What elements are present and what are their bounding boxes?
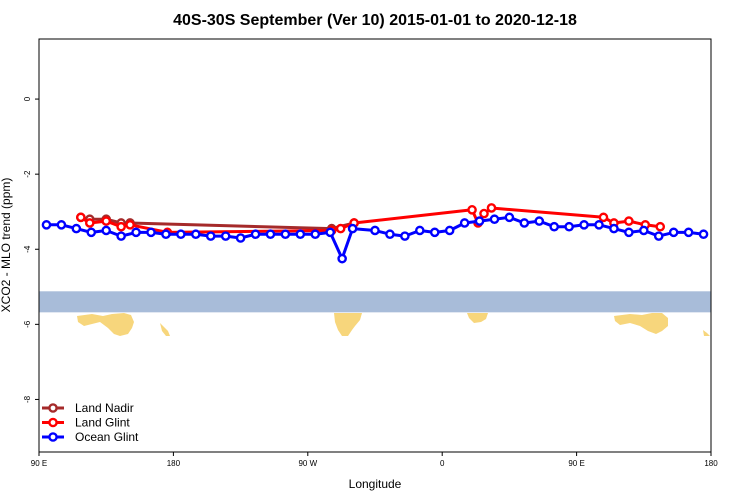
- data-point-land-glint: [116, 221, 126, 232]
- data-point-ocean-glint: [250, 229, 261, 240]
- data-point-land-glint: [76, 212, 86, 223]
- legend-label: Land Nadir: [75, 401, 134, 415]
- data-point-ocean-glint: [205, 231, 216, 241]
- data-point-ocean-glint: [220, 231, 231, 241]
- data-point-ocean-glint: [414, 225, 425, 236]
- data-point-ocean-glint: [41, 220, 52, 230]
- data-point-ocean-glint: [624, 227, 634, 238]
- data-point-ocean-glint: [579, 220, 589, 230]
- data-point-ocean-glint: [146, 227, 156, 238]
- data-point-land-glint: [101, 216, 111, 226]
- data-point-ocean-glint: [400, 231, 410, 241]
- data-point-land-glint: [486, 203, 497, 213]
- map-ocean: [39, 291, 711, 313]
- series-ocean-glint: [41, 212, 709, 264]
- map-land: [703, 330, 710, 336]
- plot-frame: [38, 38, 712, 453]
- data-point-ocean-glint: [459, 218, 470, 228]
- data-point-ocean-glint: [639, 225, 649, 236]
- x-axis-label: Longitude: [349, 477, 402, 491]
- y-tick-label: -4: [23, 245, 32, 253]
- y-axis-label: XCO2 - MLO trend (ppm): [0, 178, 13, 313]
- data-point-land-glint: [655, 221, 666, 232]
- x-tick-label: 0: [440, 459, 445, 468]
- data-point-ocean-glint: [176, 229, 186, 240]
- data-point-ocean-glint: [280, 229, 291, 240]
- map-land: [160, 323, 170, 336]
- map-land: [614, 313, 668, 334]
- legend-item-land-nadir: Land Nadir: [42, 401, 134, 415]
- data-point-ocean-glint: [131, 227, 141, 238]
- data-point-land-glint: [84, 218, 95, 228]
- data-point-land-glint: [467, 205, 477, 215]
- data-point-ocean-glint: [534, 216, 545, 226]
- data-point-ocean-glint: [235, 233, 246, 243]
- data-point-ocean-glint: [504, 212, 515, 223]
- data-point-ocean-glint: [549, 221, 560, 232]
- map-land: [334, 313, 362, 336]
- data-point-ocean-glint: [474, 216, 485, 226]
- data-point-ocean-glint: [295, 229, 306, 240]
- data-point-ocean-glint: [325, 227, 336, 238]
- data-point-ocean-glint: [653, 231, 664, 241]
- legend-swatch-marker: [48, 432, 58, 442]
- chart-title: 40S-30S September (Ver 10) 2015-01-01 to…: [173, 12, 577, 29]
- y-tick-label: -8: [23, 395, 32, 403]
- x-tick-label: 90 E: [568, 459, 584, 468]
- data-point-ocean-glint: [429, 227, 440, 238]
- y-tick-label: -2: [23, 170, 32, 178]
- x-tick-label: 90 E: [31, 459, 47, 468]
- legend-label: Land Glint: [75, 416, 130, 430]
- x-tick-label: 180: [704, 459, 718, 468]
- data-point-ocean-glint: [489, 214, 500, 225]
- data-point-ocean-glint: [698, 229, 709, 240]
- data-point-ocean-glint: [347, 223, 358, 234]
- legend-swatch-marker: [48, 403, 58, 413]
- data-point-land-glint: [125, 220, 135, 230]
- y-tick-label: -6: [23, 320, 32, 328]
- data-point-ocean-glint: [161, 229, 171, 240]
- series-layer: [41, 203, 709, 264]
- data-point-ocean-glint: [116, 231, 126, 241]
- legend-item-land-glint: Land Glint: [42, 416, 130, 430]
- data-point-ocean-glint: [71, 223, 82, 234]
- data-point-ocean-glint: [385, 229, 395, 240]
- data-point-land-glint: [479, 208, 489, 219]
- data-point-ocean-glint: [86, 227, 97, 238]
- legend-item-ocean-glint: Ocean Glint: [42, 430, 139, 444]
- data-point-ocean-glint: [337, 253, 347, 264]
- data-point-land-glint: [624, 216, 634, 226]
- data-point-ocean-glint: [668, 227, 679, 238]
- data-point-ocean-glint: [609, 223, 619, 234]
- legend-swatch-marker: [48, 417, 58, 428]
- axes: 90 E 180 90 W 0 90 E 180 0 -2 -4 -6 -8: [23, 96, 718, 468]
- data-point-ocean-glint: [101, 225, 111, 236]
- world-map-strip: [39, 291, 711, 336]
- map-land: [467, 313, 488, 323]
- data-point-ocean-glint: [265, 229, 276, 240]
- data-point-ocean-glint: [56, 220, 67, 230]
- data-point-ocean-glint: [683, 227, 694, 238]
- data-point-ocean-glint: [519, 218, 530, 228]
- data-point-land-glint: [335, 223, 346, 234]
- series-land-glint: [76, 203, 666, 238]
- data-point-ocean-glint: [370, 225, 380, 236]
- data-point-ocean-glint: [444, 225, 455, 236]
- x-tick-label: 90 W: [298, 459, 317, 468]
- x-tick-label: 180: [167, 459, 181, 468]
- data-point-ocean-glint: [190, 229, 201, 240]
- legend-label: Ocean Glint: [75, 430, 139, 444]
- data-point-land-glint: [598, 212, 609, 223]
- data-point-ocean-glint: [594, 220, 604, 230]
- data-point-ocean-glint: [564, 221, 574, 232]
- map-land: [77, 313, 134, 336]
- y-tick-label: 0: [23, 96, 32, 101]
- data-point-ocean-glint: [310, 229, 321, 240]
